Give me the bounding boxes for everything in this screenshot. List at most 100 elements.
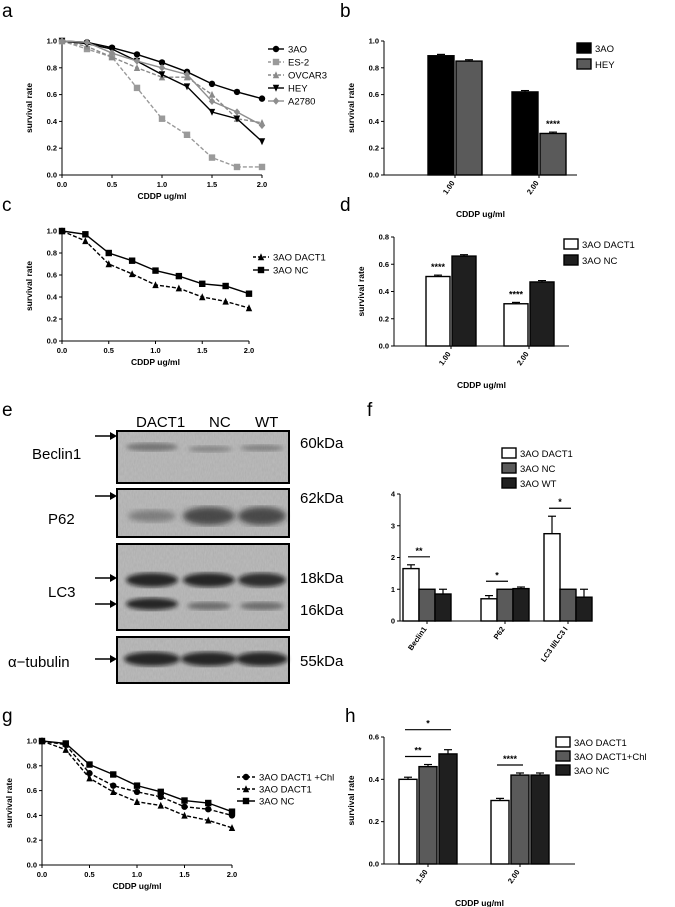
series-line-4 <box>61 40 263 127</box>
bar <box>455 60 483 176</box>
data-point <box>181 803 188 810</box>
y-tick-label: 0.0 <box>369 860 379 869</box>
legend-marker <box>242 785 250 793</box>
data-point <box>62 745 69 753</box>
legend-label: 3AO DACT1 <box>582 240 635 251</box>
data-point <box>183 83 191 91</box>
y-axis-label: survival rate <box>346 83 356 133</box>
data-point <box>228 824 236 831</box>
band-arrow-p62 <box>95 492 117 500</box>
bar <box>480 598 498 622</box>
y-tick-label: 1 <box>391 585 395 594</box>
bar <box>510 774 530 865</box>
data-point <box>205 799 212 807</box>
data-point <box>83 38 91 47</box>
y-tick-label: 2 <box>391 553 395 562</box>
legend-swatch <box>576 58 592 70</box>
legend-marker <box>272 97 280 105</box>
legend-marker <box>257 266 265 274</box>
significance-label: **** <box>431 262 446 272</box>
data-point <box>128 270 136 278</box>
x-tick-label: 0.0 <box>37 870 47 879</box>
legend-label: 3AO DACT1 <box>574 738 627 749</box>
bar <box>539 132 567 176</box>
bar-chart-d: 0.0 0.2 0.4 0.6 0.8 survival rate 1.00 2.00 CDDP… <box>356 233 635 391</box>
data-point <box>175 272 183 280</box>
blot-image-tubulin <box>116 636 290 684</box>
legend-marker <box>272 71 280 79</box>
panel-label-b: b <box>340 1 351 22</box>
band-arrow-tubulin <box>95 655 117 663</box>
x-tick-label: 1.5 <box>179 870 189 879</box>
bar <box>543 532 561 622</box>
protein-label-lc3: LC3 <box>48 584 76 601</box>
data-point <box>208 154 216 161</box>
legend-label: 3AO DACT1 <box>520 449 573 460</box>
panel-label-e: e <box>2 400 13 421</box>
data-point <box>158 71 166 79</box>
x-axis-label: CDDP ug/ml <box>457 380 506 390</box>
line-chart-a: 0.0 0.2 0.4 0.6 0.8 1.0 survival rate 0.0 0.5 1.0… <box>24 37 327 202</box>
legend-label: 3AO NC <box>520 464 556 475</box>
bar <box>575 596 593 622</box>
panel-label-f: f <box>367 400 373 421</box>
bar <box>451 255 477 347</box>
protein-label-p62: P62 <box>48 511 75 528</box>
legend-label: 3AO <box>595 44 614 55</box>
data-point <box>205 806 212 813</box>
bar-chart-f: 0 1 2 3 4 Beclin1 P62 LC3 II/LC3 I 3AO DACT1 3AO … <box>391 447 593 664</box>
y-tick-label: 0.2 <box>47 144 57 153</box>
data-point <box>133 788 141 796</box>
data-point <box>199 293 206 301</box>
legend-marker <box>272 84 280 92</box>
legend-label: ES-2 <box>288 58 309 69</box>
y-tick-label: 0 <box>391 617 395 626</box>
x-tick-label: P62 <box>492 625 507 641</box>
data-point <box>158 115 166 122</box>
legend-swatch <box>501 477 517 489</box>
bar <box>398 778 418 865</box>
data-point <box>181 811 188 819</box>
data-point <box>110 771 117 778</box>
legend-label: 3AO NC <box>259 797 295 808</box>
legend-label: HEY <box>595 60 615 71</box>
x-tick-label: 1.0 <box>157 180 167 189</box>
y-tick-label: 3 <box>391 521 395 530</box>
significance-label: **** <box>503 754 518 764</box>
significance-label: ** <box>415 546 423 556</box>
data-point <box>228 808 236 815</box>
y-tick-label: 4 <box>391 490 396 499</box>
size-label-lc3-lower: 16kDa <box>300 602 344 619</box>
series-line-1 <box>61 40 262 168</box>
data-point <box>86 774 93 782</box>
y-axis-label: survival rate <box>356 266 366 316</box>
size-label-beclin1: 60kDa <box>300 435 344 452</box>
x-tick-label: 0.5 <box>84 870 94 879</box>
x-tick-label: 2.00 <box>506 868 522 885</box>
data-point <box>258 95 266 102</box>
legend-label: HEY <box>288 84 308 95</box>
legend-swatch <box>555 764 571 776</box>
data-point <box>233 88 241 96</box>
legend-label: 3AO NC <box>582 256 618 267</box>
legend-label: 3AO DACT1 +Chl <box>259 773 334 784</box>
data-point <box>58 227 66 235</box>
y-axis-label: survival rate <box>24 83 34 133</box>
y-axis-label: survival rate <box>24 261 34 311</box>
legend-label: 3AO WT <box>520 479 557 490</box>
legend-label: A2780 <box>288 97 315 108</box>
legend-swatch <box>563 238 579 250</box>
x-tick-label: 1.50 <box>414 868 430 885</box>
y-tick-label: 0.8 <box>47 249 57 258</box>
x-tick-label: LC3 II/LC3 I <box>539 625 570 664</box>
bar <box>438 753 458 865</box>
x-tick-label: 1.00 <box>441 179 457 196</box>
bar <box>529 281 555 347</box>
data-point <box>108 53 116 61</box>
protein-label-tubulin: α−tubulin <box>8 654 70 671</box>
data-point <box>183 70 191 79</box>
bar <box>503 303 529 347</box>
data-point <box>245 290 253 297</box>
legend-swatch <box>563 254 579 266</box>
